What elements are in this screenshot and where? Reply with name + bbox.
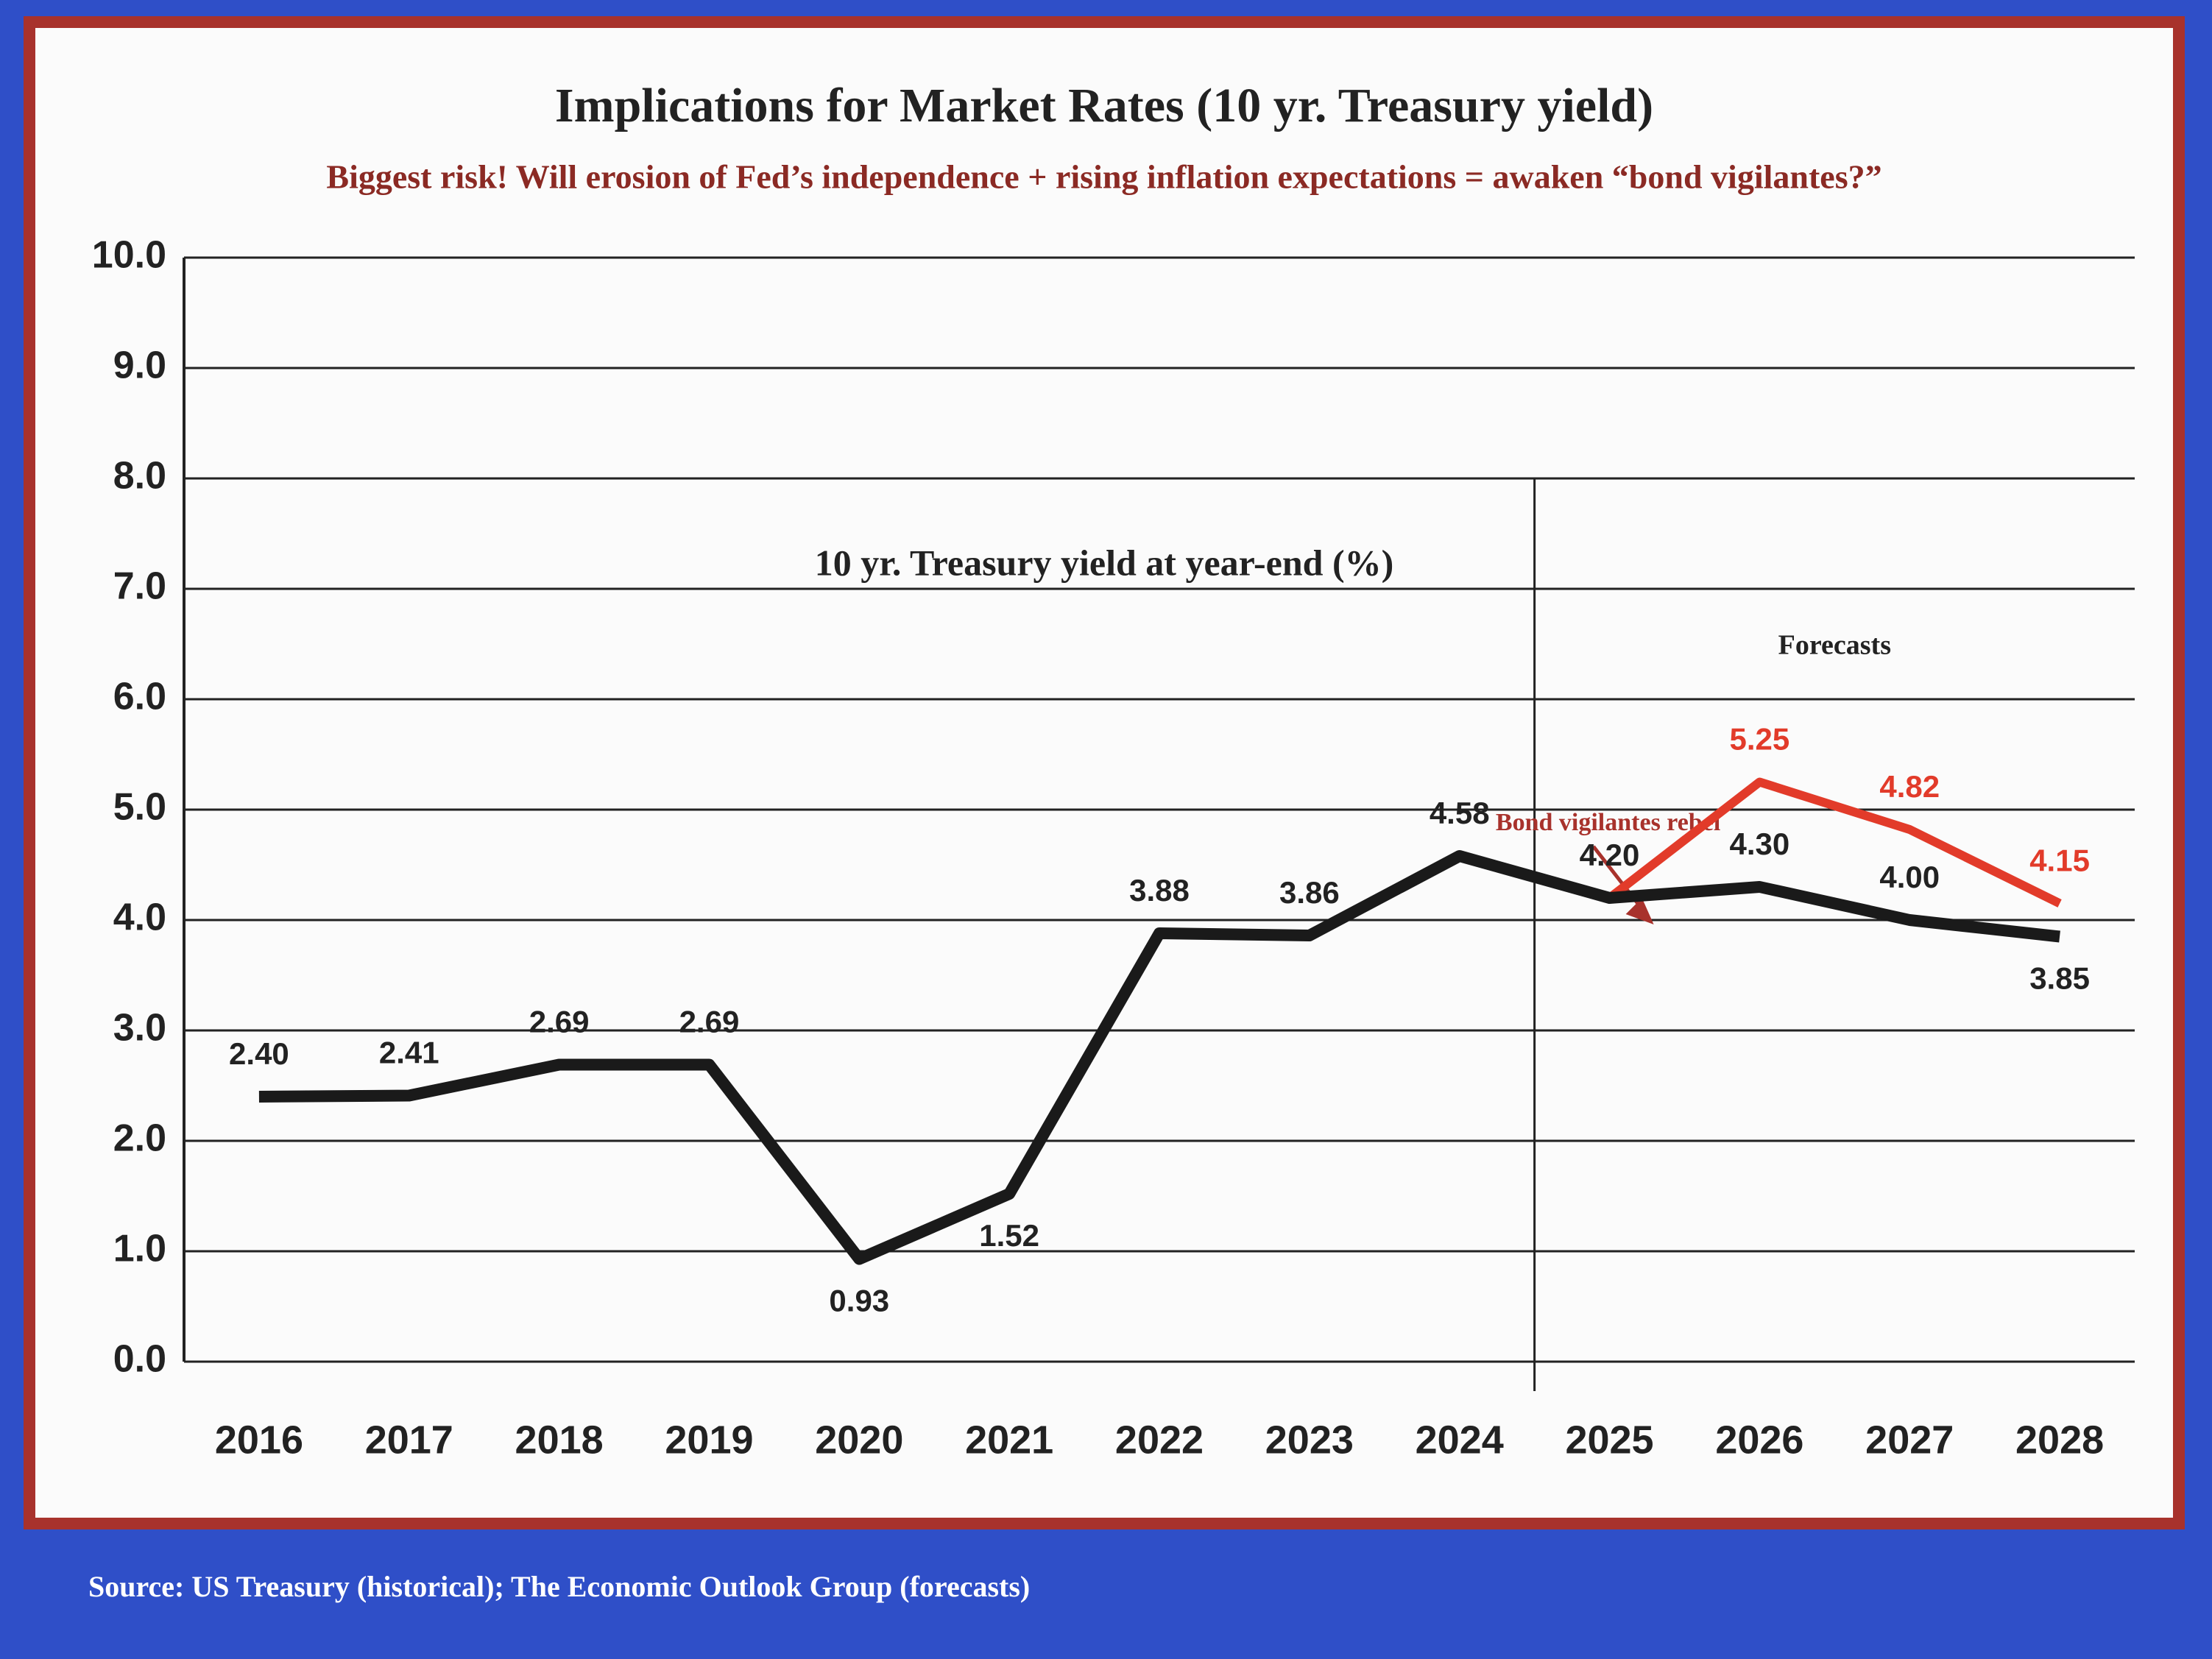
series-line (258, 850, 2060, 1265)
y-tick-label: 3.0 (113, 1007, 166, 1050)
x-tick-label: 2027 (1865, 1418, 1954, 1462)
data-label: 3.85 (2029, 961, 2090, 996)
x-tick-label: 2023 (1265, 1418, 1354, 1462)
data-label: 0.93 (829, 1284, 889, 1318)
annotation-arrowhead (1625, 898, 1654, 924)
x-tick-label: 2020 (815, 1418, 903, 1462)
data-label: 2.41 (379, 1036, 439, 1070)
chart-title: Implications for Market Rates (10 yr. Tr… (555, 79, 1653, 132)
data-label: 4.15 (2029, 843, 2090, 878)
data-label: 1.52 (979, 1218, 1039, 1253)
data-label: 4.58 (1430, 796, 1490, 830)
y-tick-label: 5.0 (113, 786, 166, 829)
x-tick-label: 2018 (515, 1418, 604, 1462)
y-tick-label: 10.0 (92, 234, 166, 277)
y-tick-label: 1.0 (113, 1228, 166, 1270)
y-tick-label: 7.0 (113, 565, 166, 608)
x-tick-label: 2026 (1715, 1418, 1803, 1462)
y-tick-label: 2.0 (113, 1117, 166, 1160)
data-label: 4.30 (1730, 827, 1790, 861)
y-tick-label: 0.0 (113, 1338, 166, 1381)
series-line (1606, 777, 2062, 908)
y-tick-label: 6.0 (113, 676, 166, 718)
data-label: 3.86 (1279, 875, 1340, 910)
x-tick-label: 2021 (965, 1418, 1053, 1462)
data-label: 2.40 (229, 1036, 289, 1071)
data-label: 2.69 (679, 1005, 740, 1039)
data-label: 3.88 (1129, 873, 1190, 908)
data-label: 4.20 (1580, 838, 1640, 872)
x-tick-label: 2024 (1416, 1418, 1504, 1462)
x-tick-label: 2017 (365, 1418, 453, 1462)
x-tick-label: 2016 (215, 1418, 303, 1462)
annotation: Forecasts (1778, 630, 1891, 661)
annotation: Bond vigilantes rebel (1496, 809, 1720, 836)
source-note: Source: US Treasury (historical); The Ec… (88, 1570, 1030, 1603)
data-label: 5.25 (1730, 722, 1790, 757)
y-tick-label: 4.0 (113, 896, 166, 939)
chart-subtitle: Biggest risk! Will erosion of Fed’s inde… (326, 158, 1881, 196)
x-tick-label: 2025 (1565, 1418, 1653, 1462)
x-tick-label: 2019 (665, 1418, 753, 1462)
x-tick-label: 2028 (2015, 1418, 2104, 1462)
y-tick-label: 8.0 (113, 455, 166, 498)
data-label: 2.69 (529, 1005, 590, 1039)
axis-label: 10 yr. Treasury yield at year-end (%) (815, 542, 1394, 583)
data-label: 4.82 (1879, 769, 1940, 804)
data-label: 4.00 (1879, 860, 1940, 894)
x-tick-label: 2022 (1115, 1418, 1204, 1462)
chart-panel (24, 16, 2185, 1529)
y-tick-label: 9.0 (113, 344, 166, 387)
